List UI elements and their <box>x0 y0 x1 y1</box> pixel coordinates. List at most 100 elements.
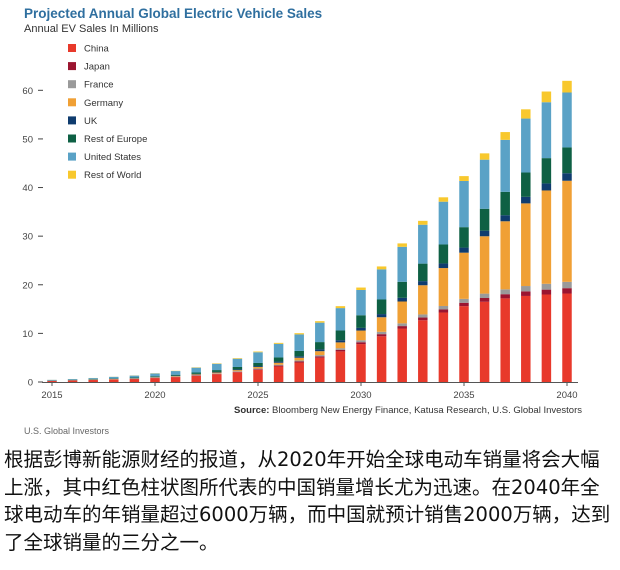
bar-segment <box>479 159 490 209</box>
bar-segment <box>109 379 119 382</box>
bar-segment <box>562 293 572 382</box>
bar-segment <box>459 247 469 253</box>
bar-segment <box>376 269 387 300</box>
bar-segment <box>376 336 387 382</box>
bar-segment <box>253 368 263 370</box>
bar-segment <box>273 361 284 363</box>
legend-swatch <box>68 116 76 125</box>
bar-segment <box>479 153 490 160</box>
bar-segment <box>315 351 325 356</box>
bar-segment <box>418 281 428 286</box>
bar-segment <box>479 297 490 302</box>
bar-segment <box>129 377 140 379</box>
bar-segment <box>521 118 531 173</box>
bar-segment <box>273 366 284 382</box>
source-text: Bloomberg New Energy Finance, Katusa Res… <box>269 405 582 416</box>
bar-segment <box>438 197 449 202</box>
bar-segment <box>418 220 428 225</box>
bar-segment <box>500 191 510 216</box>
bar-segment <box>397 328 407 382</box>
legend-swatch <box>68 134 76 143</box>
bar-segment <box>376 334 387 337</box>
y-tick-label: 40 <box>22 183 33 194</box>
bar-segment <box>541 294 552 382</box>
legend-swatch <box>68 170 76 179</box>
source-label: Source: <box>234 405 270 416</box>
bar-segment <box>335 308 346 331</box>
bar-segment <box>294 362 304 382</box>
x-tick-label: 2015 <box>41 390 62 401</box>
x-tick-label: 2035 <box>453 390 474 401</box>
bar-segment <box>253 369 263 382</box>
bar-segment <box>232 371 243 373</box>
bar-segment <box>170 371 181 375</box>
chart-title: Projected Annual Global Electric Vehicle… <box>24 6 323 21</box>
legend-swatch <box>68 80 76 89</box>
bar-segment <box>541 158 552 184</box>
legend-swatch <box>68 44 76 52</box>
legend-swatch <box>68 98 76 107</box>
bar-segment <box>541 283 552 290</box>
legend-label: United States <box>84 152 141 163</box>
bar-segment <box>541 102 552 159</box>
bar-segment <box>232 358 243 359</box>
bar-segment <box>273 362 284 365</box>
bar-segment <box>438 309 449 313</box>
bar-segment <box>459 252 469 299</box>
bar-segment <box>521 286 531 292</box>
bar-segment <box>397 297 407 302</box>
bar-segment <box>335 342 346 349</box>
x-tick-label: 2020 <box>144 390 165 401</box>
bar-segment <box>335 349 346 352</box>
footer-credit: U.S. Global Investors <box>24 426 110 436</box>
bar-segment <box>397 323 407 327</box>
bar-segment <box>273 365 284 367</box>
bar-segment <box>109 376 119 379</box>
bar-segment <box>129 379 140 382</box>
bar-segment <box>459 176 469 181</box>
bar-segment <box>418 224 428 264</box>
bar-segment <box>459 227 469 248</box>
bar-segment <box>376 317 387 332</box>
bar-segment <box>500 298 510 382</box>
bar-segment <box>253 352 263 363</box>
bar-segment <box>294 360 304 362</box>
bar-segment <box>315 342 325 350</box>
bar-segment <box>253 369 263 370</box>
bar-segment <box>88 378 98 380</box>
bar-segment <box>191 375 201 382</box>
bar-segment <box>562 92 572 148</box>
bar-segment <box>273 364 284 366</box>
bar-segment <box>438 305 449 310</box>
bar-segment <box>253 362 263 367</box>
bar-segment <box>479 230 490 237</box>
bar-segment <box>191 367 201 373</box>
bar-segment <box>315 322 325 343</box>
x-tick-label: 2025 <box>247 390 268 401</box>
bar-segment <box>500 289 510 295</box>
bar-segment <box>315 321 325 323</box>
bar-segment <box>418 320 428 382</box>
bar-segment <box>356 289 366 316</box>
bar-segment <box>335 330 346 341</box>
bar-segment <box>335 306 346 309</box>
bar-segment <box>273 357 284 362</box>
bar-segment <box>150 378 160 382</box>
bar-segment <box>170 374 181 376</box>
bar-segment <box>129 375 140 378</box>
x-tick-label: 2040 <box>556 390 577 401</box>
bar-segment <box>459 302 469 307</box>
bar-segment <box>294 361 304 363</box>
bar-segment <box>418 285 428 315</box>
bar-segment <box>562 80 572 93</box>
bar-segment <box>438 201 449 245</box>
bar-segment <box>541 183 552 191</box>
bar-segment <box>479 208 490 231</box>
bar-segment <box>212 363 222 371</box>
bar-segment <box>500 139 510 192</box>
legend-swatch <box>68 62 76 71</box>
bar-segment <box>397 281 407 298</box>
bar-segment <box>232 366 243 370</box>
bar-segment <box>232 369 243 371</box>
bar-segment <box>459 298 469 303</box>
